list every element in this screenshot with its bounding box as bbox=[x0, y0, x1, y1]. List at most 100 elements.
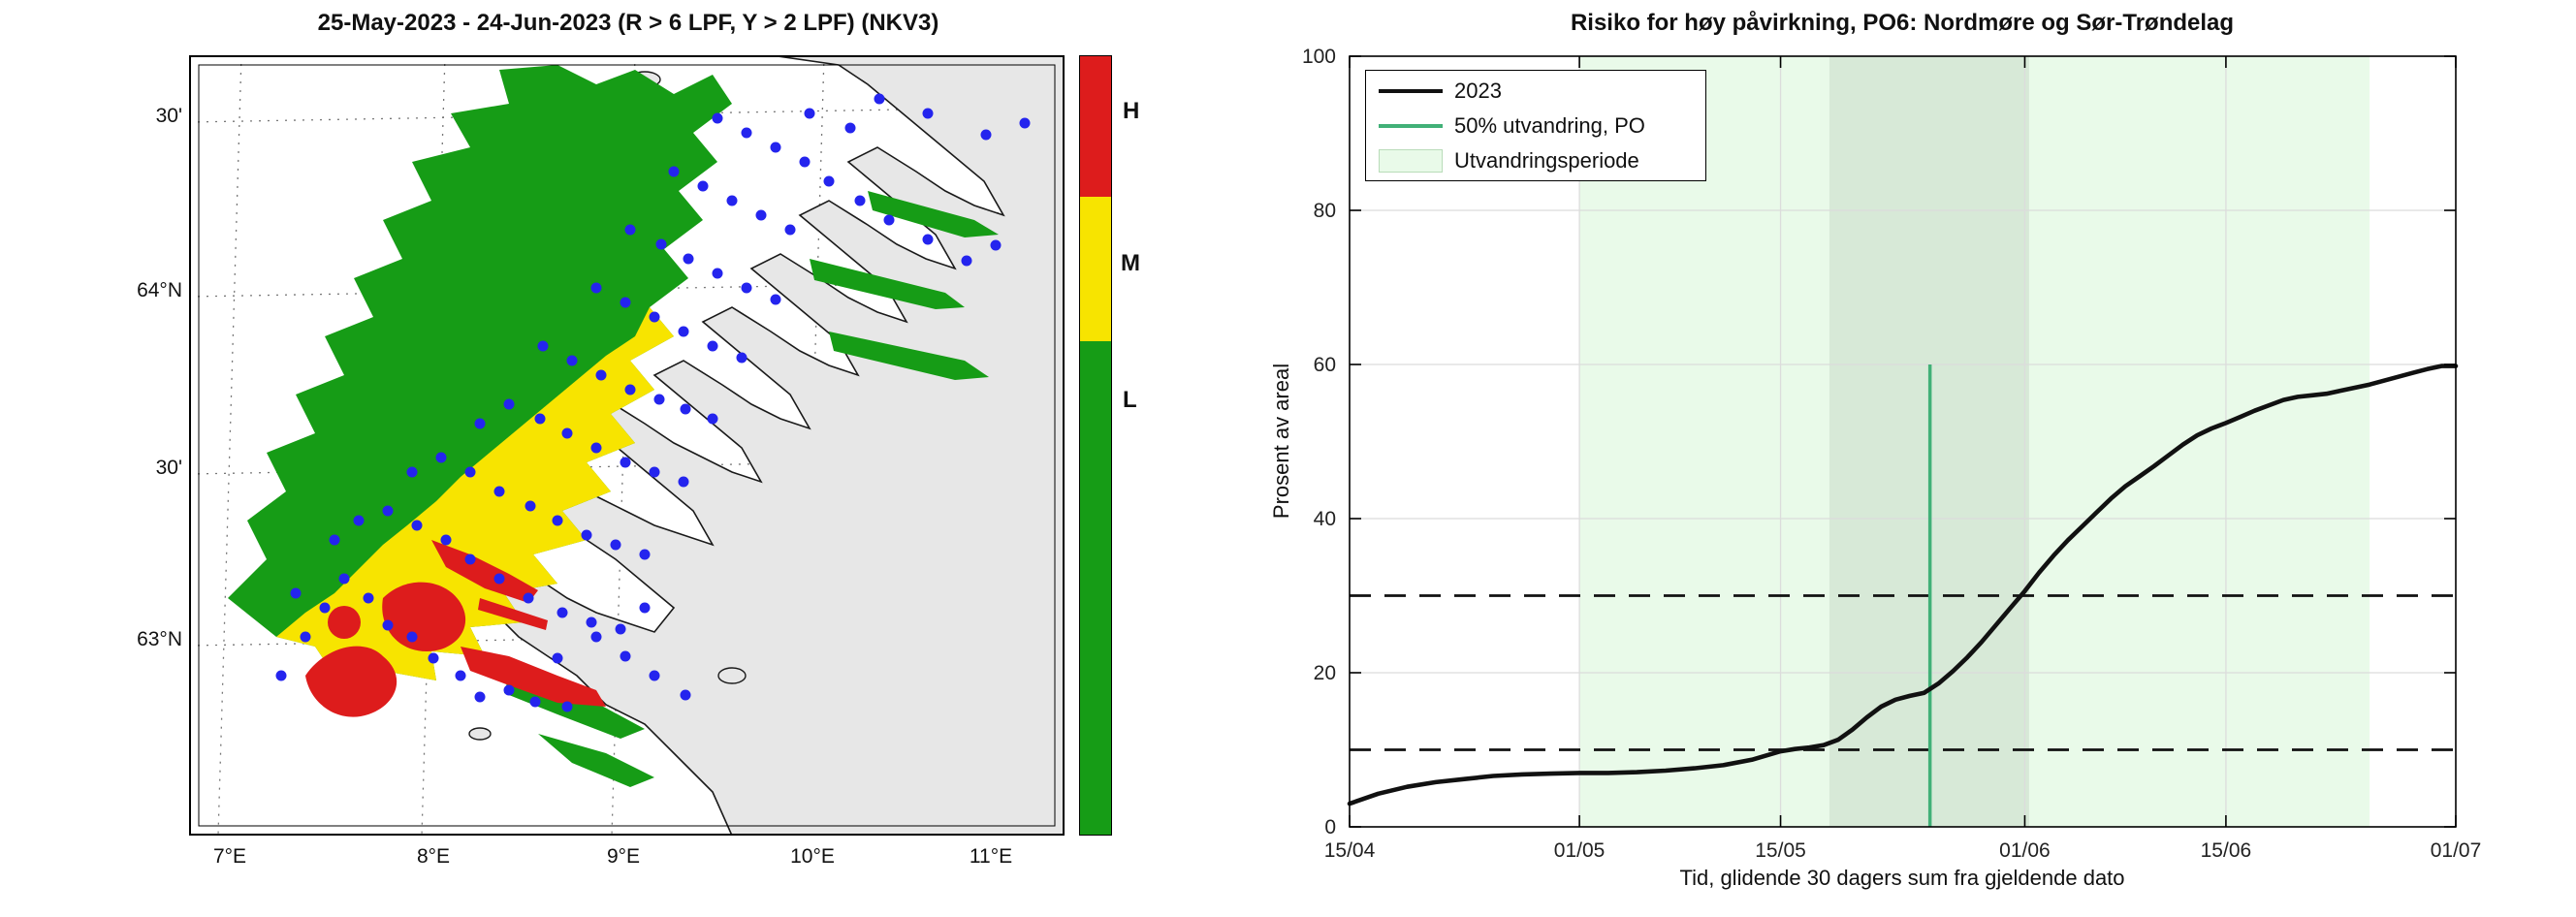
colorbar-low-segment bbox=[1080, 340, 1111, 835]
farm-dot bbox=[741, 127, 752, 139]
farm-dot bbox=[557, 607, 568, 618]
legend-patch-green-icon bbox=[1379, 149, 1443, 173]
farm-dot bbox=[455, 670, 466, 681]
farm-dot bbox=[590, 282, 602, 294]
farm-dot bbox=[590, 442, 602, 454]
farm-dot bbox=[503, 684, 515, 696]
risk-zone-high-red bbox=[305, 540, 606, 717]
lat-tick-label: 30' bbox=[155, 105, 182, 127]
farm-dot bbox=[755, 209, 767, 221]
farm-dot bbox=[534, 413, 546, 425]
farm-dot bbox=[922, 234, 934, 245]
chart-title: Risiko for høy påvirkning, PO6: Nordmøre… bbox=[1570, 10, 2235, 36]
lat-tick-label: 63°N bbox=[137, 628, 182, 650]
farm-dot bbox=[537, 340, 549, 352]
legend-entry-2023: 2023 bbox=[1366, 74, 1705, 109]
lon-tick-label: 7°E bbox=[212, 845, 247, 868]
legend-entry-50pct-utvandring: 50% utvandring, PO bbox=[1366, 109, 1705, 143]
farm-dot bbox=[586, 617, 597, 628]
farm-dots bbox=[275, 93, 1031, 712]
farm-dot bbox=[639, 549, 651, 560]
farm-dot bbox=[844, 122, 856, 134]
colorbar-high-segment bbox=[1080, 56, 1111, 197]
x-axis-label: Tid, glidende 30 dagers sum fra gjeldend… bbox=[1679, 866, 2125, 890]
farm-dot bbox=[770, 294, 781, 305]
farm-dot bbox=[290, 587, 302, 599]
farm-dot bbox=[680, 403, 691, 415]
y-tick-label: 100 bbox=[1302, 46, 1336, 68]
risk-zone-medium-yellow bbox=[276, 307, 674, 695]
colorbar-label-medium: M bbox=[1121, 250, 1140, 276]
farm-dot bbox=[363, 592, 374, 604]
farm-dot bbox=[525, 500, 536, 512]
farm-dot bbox=[523, 592, 534, 604]
lat-tick-label: 64°N bbox=[137, 279, 182, 301]
risk-colorbar bbox=[1079, 55, 1112, 836]
x-tick-label: 15/04 bbox=[1324, 839, 1376, 862]
farm-dot bbox=[668, 166, 680, 177]
farm-dot bbox=[464, 466, 476, 478]
farm-dot bbox=[655, 238, 667, 250]
farm-dot bbox=[649, 311, 660, 323]
lon-tick-label: 10°E bbox=[790, 845, 835, 868]
farm-dot bbox=[624, 224, 636, 236]
lon-tick-label: 8°E bbox=[416, 845, 451, 868]
farm-dot bbox=[712, 268, 723, 279]
farm-dot bbox=[590, 631, 602, 643]
farm-dot bbox=[823, 175, 835, 187]
farm-dot bbox=[707, 413, 718, 425]
farm-dot bbox=[683, 253, 694, 265]
farm-dot bbox=[615, 623, 626, 635]
farm-dot bbox=[804, 108, 815, 119]
y-tick-label: 20 bbox=[1314, 662, 1336, 684]
legend-label: 50% utvandring, PO bbox=[1454, 113, 1645, 138]
farm-dot bbox=[595, 369, 607, 381]
legend-line-teal-icon bbox=[1379, 124, 1443, 128]
farm-dot bbox=[707, 340, 718, 352]
risk-map bbox=[189, 55, 1065, 836]
legend-label: 2023 bbox=[1454, 79, 1502, 103]
farm-dot bbox=[649, 466, 660, 478]
farm-dot bbox=[300, 631, 311, 643]
legend-entry-utvandringsperiode: Utvandringsperiode bbox=[1366, 143, 1705, 178]
risk-zone-low-green bbox=[228, 65, 732, 695]
y-axis-label: Prosent av areal bbox=[1269, 363, 1293, 520]
farm-dot bbox=[678, 476, 689, 488]
farm-dot bbox=[649, 670, 660, 681]
farm-dot bbox=[624, 384, 636, 395]
farm-dot bbox=[561, 427, 573, 439]
y-tick-label: 40 bbox=[1314, 508, 1336, 530]
farm-dot bbox=[529, 696, 541, 708]
farm-dot bbox=[770, 142, 781, 153]
y-tick-label: 80 bbox=[1314, 200, 1336, 222]
farm-dot bbox=[552, 652, 563, 664]
farm-dot bbox=[503, 398, 515, 410]
farm-dot bbox=[440, 534, 452, 546]
farm-dot bbox=[741, 282, 752, 294]
farm-dot bbox=[474, 691, 486, 703]
x-tick-label: 15/05 bbox=[1755, 839, 1806, 862]
farm-dot bbox=[620, 297, 631, 308]
farm-dot bbox=[353, 515, 365, 526]
series-2023-line bbox=[1347, 364, 2459, 806]
farm-dot bbox=[406, 631, 418, 643]
farm-dot bbox=[680, 689, 691, 701]
farm-dot bbox=[854, 195, 866, 206]
farm-dot bbox=[382, 619, 394, 631]
farm-dot bbox=[474, 418, 486, 429]
y-tick-label: 60 bbox=[1314, 354, 1336, 376]
chart-legend: 2023 50% utvandring, PO Utvandringsperio… bbox=[1365, 70, 1706, 181]
farm-dot bbox=[678, 326, 689, 337]
lon-tick-label: 9°E bbox=[606, 845, 641, 868]
risk-timeseries-chart: 15/04 01/05 15/05 01/06 15/06 01/07 0 20 40 60 80 1… bbox=[1302, 46, 2481, 862]
farm-dot bbox=[639, 602, 651, 614]
farm-dot bbox=[874, 93, 885, 105]
lat-tick-label: 30' bbox=[155, 457, 182, 479]
farm-dot bbox=[620, 457, 631, 468]
farm-dot bbox=[961, 255, 972, 267]
colorbar-label-high: H bbox=[1123, 98, 1140, 124]
legend-line-black-icon bbox=[1379, 89, 1443, 93]
legend-label: Utvandringsperiode bbox=[1454, 148, 1639, 173]
farm-dot bbox=[435, 452, 447, 463]
farm-dot bbox=[338, 573, 350, 585]
